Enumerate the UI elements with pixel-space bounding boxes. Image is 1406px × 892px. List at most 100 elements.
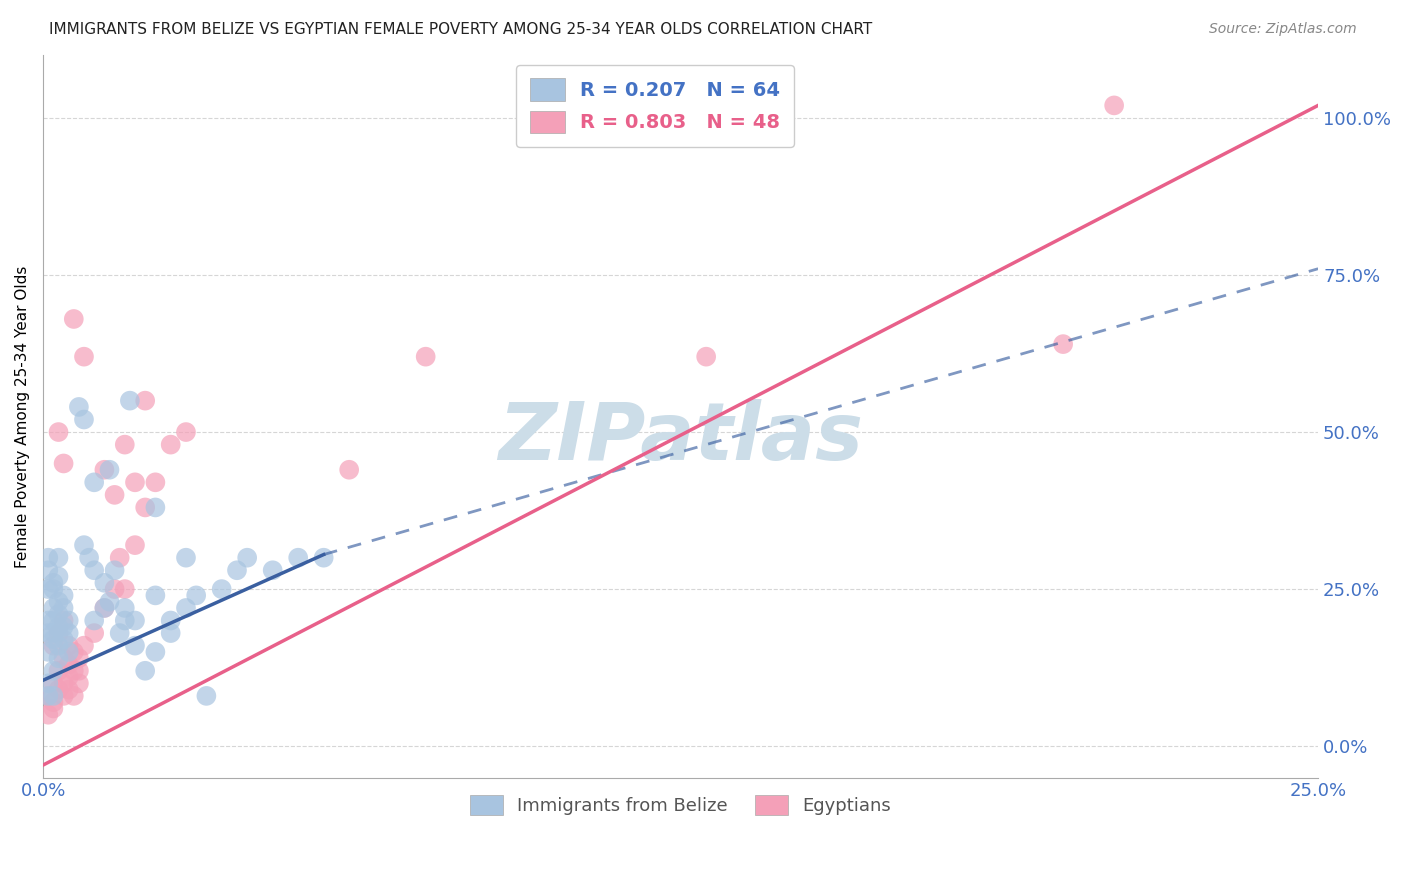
Point: [37, 550, 59, 565]
Point: [73, 350, 96, 364]
Point: [159, 437, 181, 451]
Point: [42, 639, 65, 653]
Point: [134, 393, 156, 408]
Point: [67, 400, 90, 414]
Point: [159, 614, 181, 628]
Point: [37, 563, 59, 577]
Point: [145, 500, 167, 515]
Point: [58, 614, 80, 628]
Legend: Immigrants from Belize, Egyptians: Immigrants from Belize, Egyptians: [460, 784, 901, 826]
Point: [98, 463, 121, 477]
Point: [52, 632, 75, 647]
Point: [98, 595, 121, 609]
Point: [262, 563, 284, 577]
Point: [1052, 337, 1074, 351]
Point: [52, 676, 75, 690]
Point: [145, 588, 167, 602]
Point: [52, 689, 75, 703]
Point: [108, 550, 131, 565]
Point: [104, 488, 127, 502]
Point: [67, 664, 90, 678]
Point: [93, 463, 115, 477]
Point: [67, 676, 90, 690]
Point: [52, 620, 75, 634]
Point: [134, 664, 156, 678]
Point: [73, 538, 96, 552]
Point: [62, 645, 84, 659]
Point: [77, 550, 100, 565]
Point: [83, 626, 105, 640]
Point: [37, 582, 59, 596]
Point: [134, 500, 156, 515]
Point: [37, 707, 59, 722]
Point: [42, 601, 65, 615]
Point: [42, 701, 65, 715]
Point: [58, 626, 80, 640]
Point: [93, 575, 115, 590]
Point: [42, 582, 65, 596]
Point: [108, 626, 131, 640]
Point: [312, 550, 335, 565]
Point: [104, 582, 127, 596]
Point: [42, 614, 65, 628]
Point: [124, 614, 146, 628]
Point: [42, 626, 65, 640]
Point: [48, 550, 70, 565]
Y-axis label: Female Poverty Among 25-34 Year Olds: Female Poverty Among 25-34 Year Olds: [15, 265, 30, 567]
Point: [114, 601, 136, 615]
Point: [48, 682, 70, 697]
Point: [174, 601, 197, 615]
Point: [83, 614, 105, 628]
Point: [58, 639, 80, 653]
Point: [58, 657, 80, 672]
Point: [124, 538, 146, 552]
Point: [62, 312, 84, 326]
Point: [37, 676, 59, 690]
Point: [118, 393, 141, 408]
Point: [48, 626, 70, 640]
Point: [62, 664, 84, 678]
Point: [114, 582, 136, 596]
Point: [174, 425, 197, 439]
Point: [73, 412, 96, 426]
Point: [145, 645, 167, 659]
Point: [695, 350, 717, 364]
Point: [52, 457, 75, 471]
Point: [37, 626, 59, 640]
Point: [83, 563, 105, 577]
Point: [124, 475, 146, 490]
Point: [73, 639, 96, 653]
Point: [52, 601, 75, 615]
Point: [211, 582, 233, 596]
Point: [104, 563, 127, 577]
Point: [62, 689, 84, 703]
Point: [37, 614, 59, 628]
Point: [42, 575, 65, 590]
Point: [67, 651, 90, 665]
Point: [93, 601, 115, 615]
Point: [42, 676, 65, 690]
Point: [287, 550, 309, 565]
Point: [415, 350, 437, 364]
Point: [37, 689, 59, 703]
Point: [58, 645, 80, 659]
Point: [52, 614, 75, 628]
Point: [226, 563, 249, 577]
Point: [124, 639, 146, 653]
Point: [42, 695, 65, 709]
Text: IMMIGRANTS FROM BELIZE VS EGYPTIAN FEMALE POVERTY AMONG 25-34 YEAR OLDS CORRELAT: IMMIGRANTS FROM BELIZE VS EGYPTIAN FEMAL…: [49, 22, 873, 37]
Point: [37, 689, 59, 703]
Point: [145, 475, 167, 490]
Point: [48, 595, 70, 609]
Point: [48, 425, 70, 439]
Point: [48, 607, 70, 622]
Point: [114, 614, 136, 628]
Point: [114, 437, 136, 451]
Point: [48, 639, 70, 653]
Point: [236, 550, 259, 565]
Point: [337, 463, 360, 477]
Text: Source: ZipAtlas.com: Source: ZipAtlas.com: [1209, 22, 1357, 37]
Point: [42, 664, 65, 678]
Point: [58, 682, 80, 697]
Point: [52, 588, 75, 602]
